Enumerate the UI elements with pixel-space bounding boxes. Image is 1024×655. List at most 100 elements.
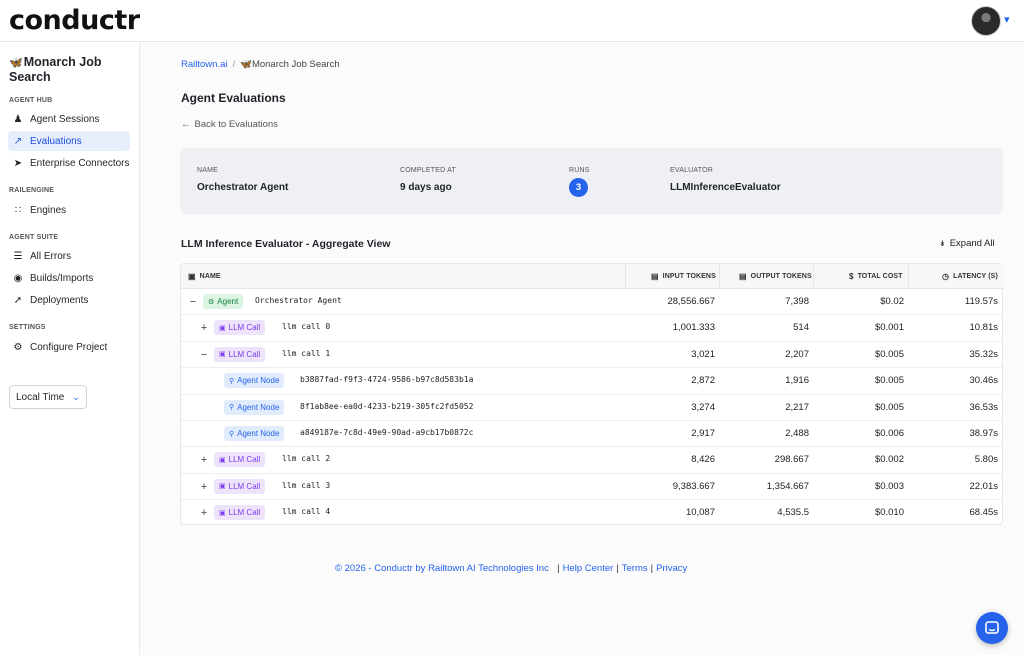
input-tokens-cell: 2,917	[691, 428, 715, 439]
sidebar-item-evaluations[interactable]: ↗ Evaluations	[8, 131, 130, 151]
sidebar-item-label: Configure Project	[30, 341, 108, 353]
section-agent-suite: AGENT SUITE	[9, 234, 59, 241]
col-latency[interactable]: ◷ LATENCY (S)	[942, 264, 998, 289]
row-name: Orchestrator Agent	[255, 296, 342, 305]
llm-tag: ▣ LLM Call	[214, 452, 266, 468]
robot-icon: ⚲	[229, 430, 235, 438]
table-row[interactable]: + ▣ LLM Call llm call 2 8,426 298.667 $0.002 5.…	[181, 447, 1004, 474]
sidebar-item-configure-project[interactable]: ⚙ Configure Project	[8, 337, 130, 357]
sidebar-item-deployments[interactable]: ➚ Deployments	[8, 290, 130, 310]
tag-label: LLM Call	[228, 349, 261, 359]
sidebar-item-label: Engines	[30, 204, 67, 216]
col-input-tokens[interactable]: ▤ INPUT TOKENS	[651, 264, 716, 289]
collapse-row-icon[interactable]: −	[189, 296, 197, 308]
send-icon: ➤	[13, 157, 23, 169]
network-icon: ∷	[14, 204, 22, 216]
expand-row-icon[interactable]: +	[200, 480, 208, 493]
project-title[interactable]: 🦋Monarch Job Search	[9, 55, 134, 84]
chevron-down-icon[interactable]: ▾	[1004, 14, 1010, 26]
footer: © 2026 - Conductr by Railtown AI Technol…	[335, 563, 687, 574]
row-name: b3887fad-f9f3-4724-9586-b97c8d583b1a	[300, 375, 474, 385]
input-tokens-cell: 8,426	[691, 454, 715, 466]
list-icon: ☰	[13, 250, 23, 262]
section-settings: SETTINGS	[9, 324, 46, 331]
gear-icon: ⚙	[13, 341, 23, 353]
chevron-down-icon: ⌄	[72, 391, 80, 402]
back-label: Back to Evaluations	[194, 119, 278, 130]
expand-row-icon[interactable]: +	[200, 322, 208, 335]
conductr-logo[interactable]: conductr	[9, 5, 140, 36]
chat-button[interactable]	[976, 612, 1008, 644]
col-name-label: NAME	[199, 273, 221, 280]
sidebar-item-enterprise-connectors[interactable]: ➤ Enterprise Connectors	[8, 153, 130, 173]
total-cost-cell: $0.010	[874, 507, 904, 519]
collapse-row-icon[interactable]: −	[200, 348, 208, 361]
table-row[interactable]: + ▣ LLM Call llm call 0 1,001.333 514 $0.001 10…	[181, 315, 1004, 342]
output-tokens-cell: 298.667	[774, 454, 809, 466]
expand-all-label: Expand All	[949, 238, 995, 249]
expand-row-icon[interactable]: +	[200, 454, 208, 467]
chart-icon: ↗	[13, 135, 23, 147]
page-title: Agent Evaluations	[181, 91, 286, 105]
total-cost-cell: $0.003	[874, 480, 904, 492]
breadcrumb-root[interactable]: Railtown.ai	[181, 59, 228, 70]
help-center-link[interactable]: Help Center	[562, 563, 614, 574]
total-cost-cell: $0.006	[874, 428, 904, 439]
llm-tag: ▣ LLM Call	[214, 346, 266, 362]
table-row[interactable]: − ⚙ Agent Orchestrator Agent 28,556.667 7,398…	[181, 289, 1004, 316]
row-name: a849187e-7c8d-49e9-90ad-a9cb17b0872c	[300, 428, 474, 437]
latency-cell: 10.81s	[969, 322, 998, 334]
col-output-tokens[interactable]: ▤ OUTPUT TOKENS	[739, 264, 812, 289]
table-row[interactable]: ⚲ Agent Node b3887fad-f9f3-4724-9586-b97c8…	[181, 368, 1004, 395]
section-agent-hub: AGENT HUB	[9, 97, 53, 104]
output-tokens-cell: 2,217	[785, 401, 809, 413]
user-icon: ♟	[13, 113, 23, 125]
expand-all-button[interactable]: ↡ Expand All	[939, 238, 995, 249]
expand-row-icon[interactable]: +	[200, 507, 208, 520]
terms-link[interactable]: Terms	[621, 563, 648, 574]
completed-value: 9 days ago	[400, 182, 452, 193]
table-row[interactable]: + ▣ LLM Call llm call 4 10,087 4,535.5 $0.010 6…	[181, 500, 1004, 526]
input-tokens-cell: 2,872	[691, 375, 715, 387]
cube-icon: ▣	[188, 272, 196, 281]
breadcrumb: Railtown.ai / 🦋Monarch Job Search	[181, 59, 340, 70]
output-tokens-cell: 2,488	[785, 428, 809, 439]
column-divider	[813, 264, 814, 289]
chip-icon: ▣	[219, 509, 226, 517]
agent-name: Orchestrator Agent	[197, 182, 289, 193]
back-link[interactable]: ← Back to Evaluations	[181, 119, 278, 130]
privacy-link[interactable]: Privacy	[656, 563, 688, 574]
total-cost-cell: $0.001	[874, 322, 904, 334]
input-tokens-cell: 9,383.667	[672, 480, 715, 492]
table-row[interactable]: ⚲ Agent Node a849187e-7c8d-49e9-90ad-a9cb1…	[181, 421, 1004, 448]
col-total-cost[interactable]: $ TOTAL COST	[849, 264, 903, 289]
table-row[interactable]: ⚲ Agent Node 8f1ab8ee-ea0d-4233-b219-305fc…	[181, 395, 1004, 421]
file-out-icon: ▤	[739, 272, 747, 281]
column-divider	[719, 264, 720, 289]
sidebar-item-engines[interactable]: ∷ Engines	[8, 200, 130, 220]
copyright-text: © 2026 - Conductr by Railtown AI Technol…	[335, 563, 549, 574]
llm-tag: ▣ LLM Call	[214, 505, 266, 521]
col-name[interactable]: ▣ NAME	[188, 264, 221, 289]
sidebar-item-agent-sessions[interactable]: ♟ Agent Sessions	[8, 109, 130, 129]
name-label: NAME	[197, 167, 219, 174]
node-tag: ⚲ Agent Node	[224, 399, 285, 415]
tag-label: LLM Call	[228, 481, 261, 491]
tag-label: Agent Node	[237, 429, 280, 438]
table-row[interactable]: + ▣ LLM Call llm call 3 9,383.667 1,354.667 $0…	[181, 474, 1004, 501]
user-avatar[interactable]	[971, 6, 1001, 36]
total-cost-cell: $0.005	[874, 375, 904, 387]
timezone-select[interactable]: Local Time ⌄	[9, 385, 87, 409]
section-railengine: RAILENGINE	[9, 187, 55, 194]
sidebar-item-builds-imports[interactable]: ◉ Builds/Imports	[8, 268, 130, 288]
runs-badge: 3	[569, 178, 588, 197]
row-name: llm call 2	[282, 454, 331, 464]
output-tokens-cell: 1,916	[785, 375, 809, 387]
evaluator-label: EVALUATOR	[670, 167, 714, 174]
table-row[interactable]: − ▣ LLM Call llm call 1 3,021 2,207 $0.005 35.3…	[181, 342, 1004, 369]
latency-cell: 119.57s	[964, 296, 998, 307]
input-tokens-cell: 3,274	[691, 401, 715, 413]
sidebar-item-all-errors[interactable]: ☰ All Errors	[8, 246, 130, 266]
latency-cell: 68.45s	[969, 507, 998, 519]
output-tokens-cell: 1,354.667	[766, 480, 809, 492]
